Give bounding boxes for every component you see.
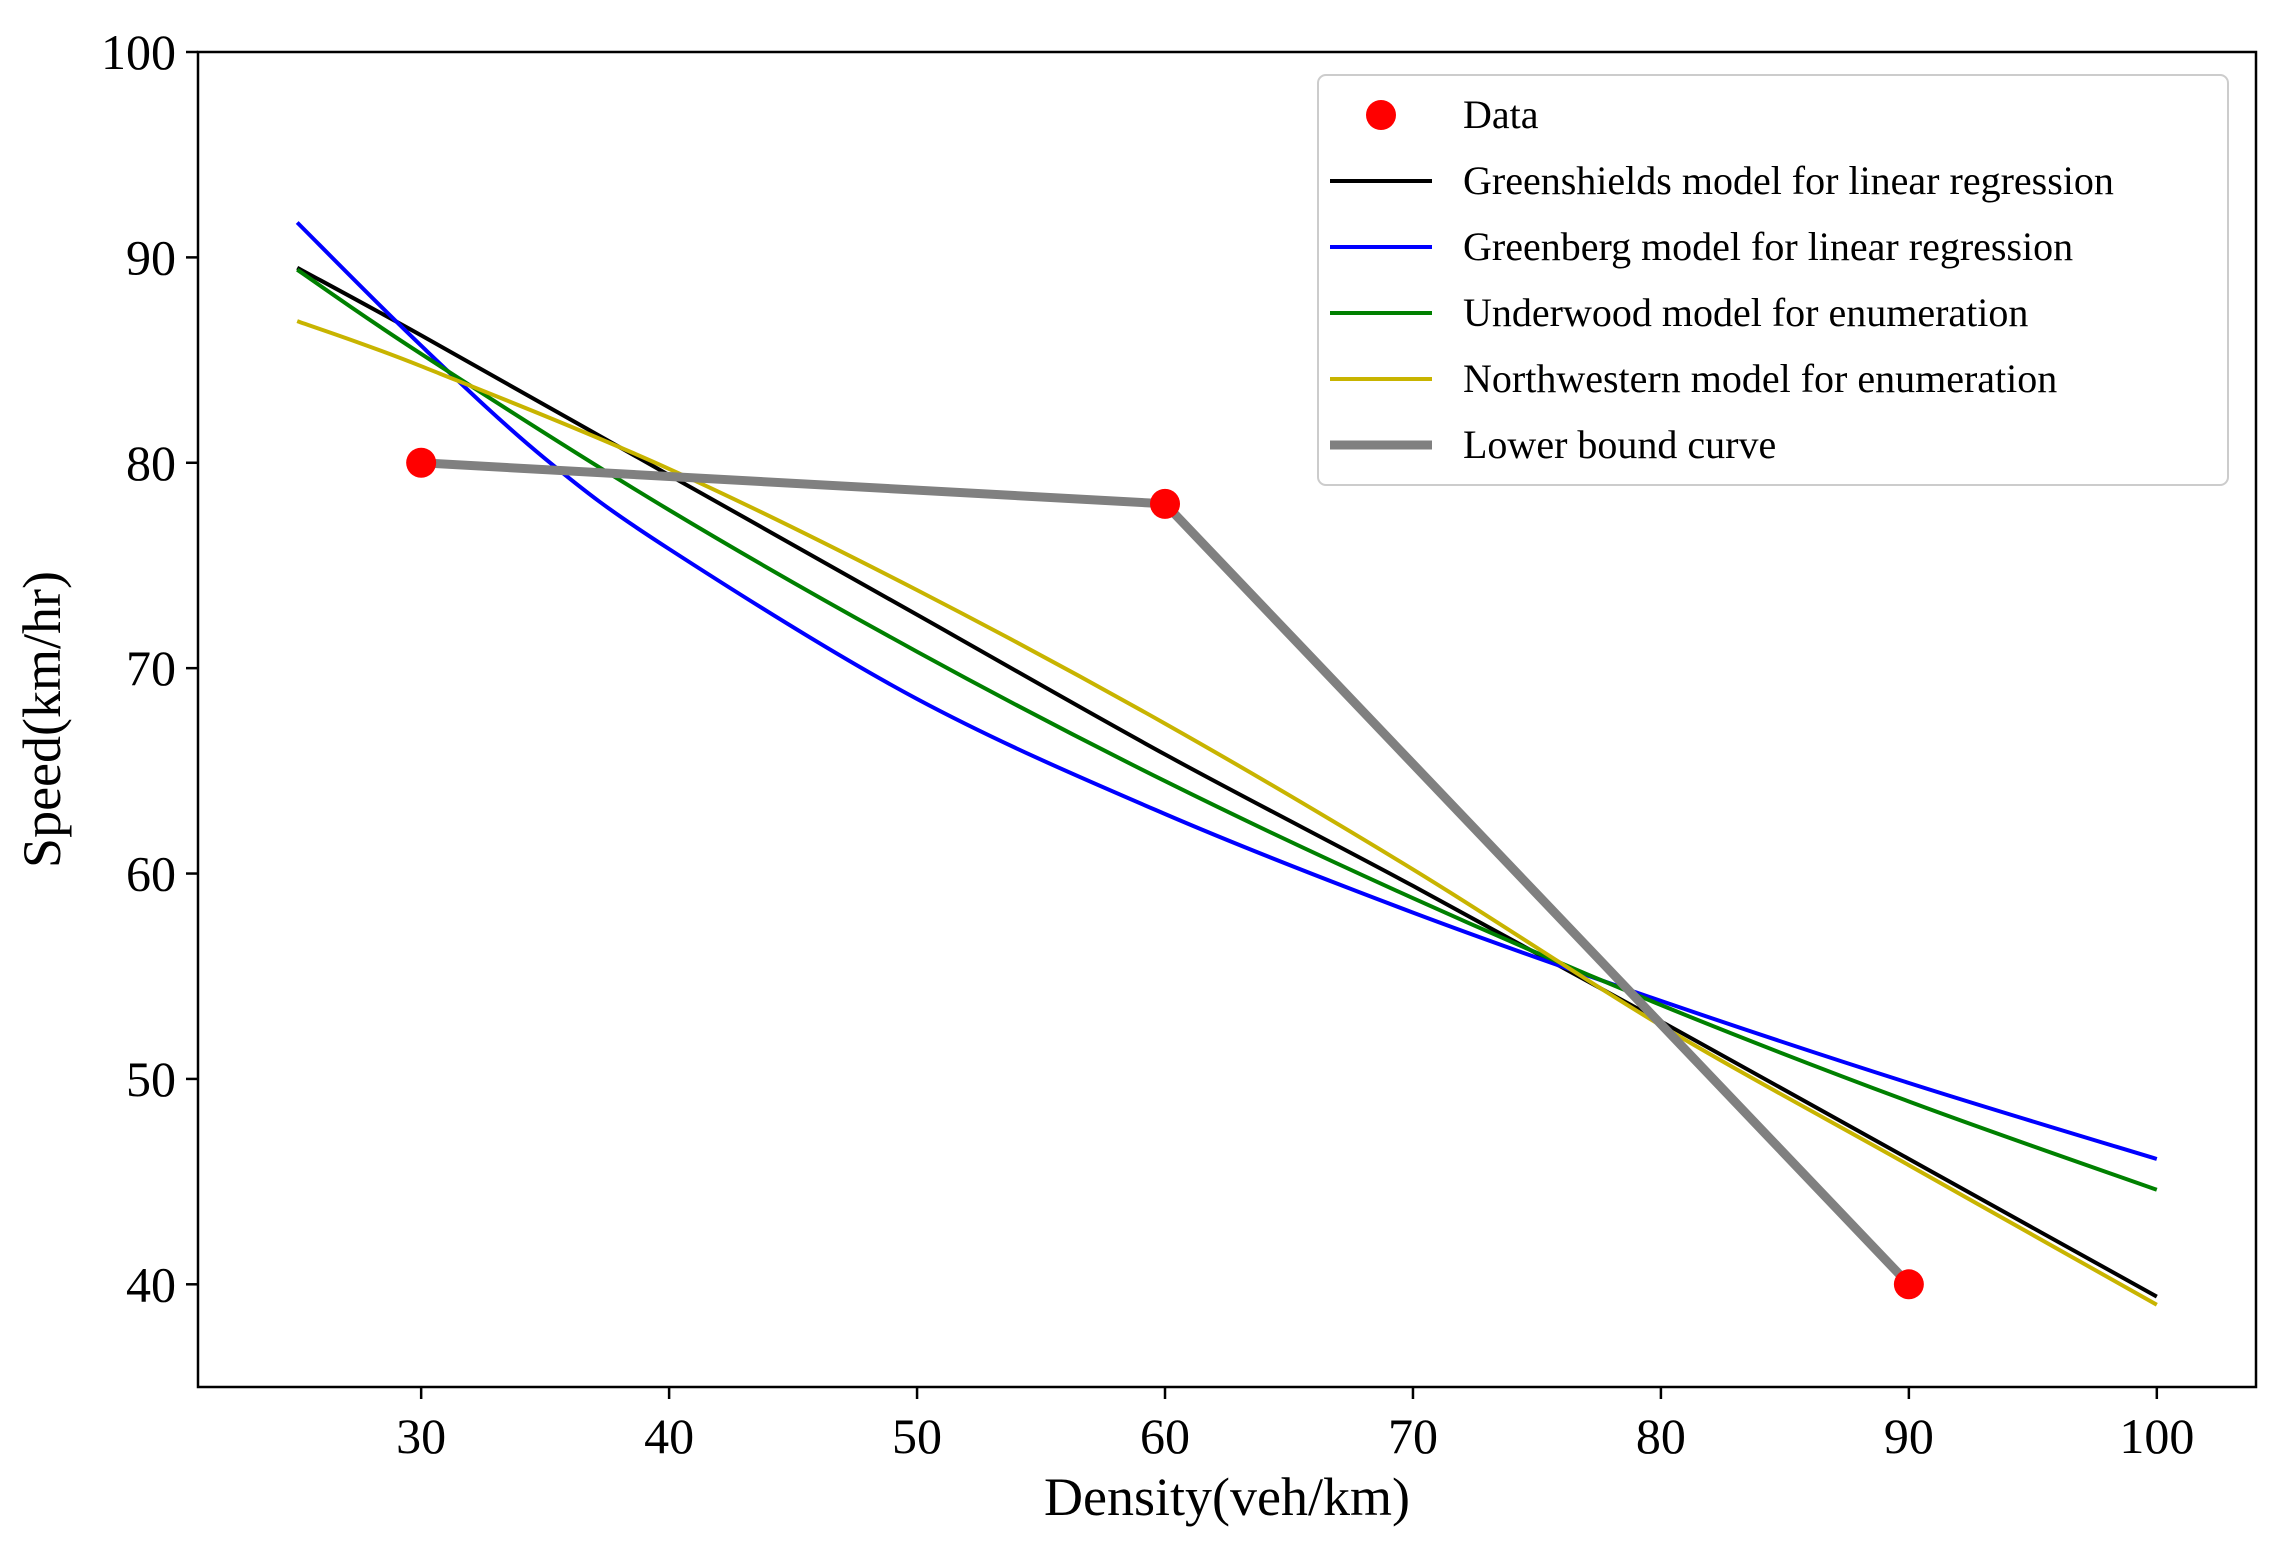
x-tick-label: 50 (892, 1408, 942, 1464)
series-line-northwestern-model-for-enumeration (296, 319, 2158, 1307)
legend-label: Greenshields model for linear regression (1463, 158, 2114, 203)
x-tick-label: 30 (396, 1408, 446, 1464)
y-tick-label: 40 (126, 1256, 176, 1312)
x-tick-label: 90 (1884, 1408, 1934, 1464)
data-point (1150, 488, 1181, 519)
legend-label: Data (1463, 92, 1539, 137)
legend-label: Northwestern model for enumeration (1463, 356, 2057, 401)
y-tick-label: 70 (126, 640, 176, 696)
legend-marker-data (1366, 100, 1396, 130)
y-tick-label: 50 (126, 1051, 176, 1107)
y-tick-label: 60 (126, 846, 176, 902)
axes-frame (196, 50, 2258, 1389)
legend-label: Lower bound curve (1463, 422, 1776, 467)
legend-box (1317, 74, 2229, 486)
data-point (1893, 1269, 1924, 1300)
series-line-lower-bound-curve (416, 458, 1914, 1289)
data-point (406, 447, 437, 478)
axes: 30 40 50 60 70 80 90 100 40 50 60 70 80 90 100 Density(… (12, 24, 2258, 1527)
plot-area (295, 221, 2158, 1307)
series-line-underwood-model-for-enumeration (296, 268, 2158, 1192)
legend-label: Underwood model for enumeration (1463, 290, 2028, 335)
x-tick-label: 100 (2119, 1408, 2194, 1464)
x-tick-label: 70 (1388, 1408, 1438, 1464)
legend: Data Greenshields model for linear regres… (1317, 74, 2229, 486)
legend-label: Greenberg model for linear regression (1463, 224, 2073, 269)
x-tick-label: 40 (644, 1408, 694, 1464)
y-tick-label: 100 (101, 24, 176, 80)
x-axis-label: Density(veh/km) (1044, 1467, 1410, 1527)
y-tick-label: 80 (126, 435, 176, 491)
series-line-greenberg-model-for-linear-regression (295, 221, 2158, 1161)
y-tick-label: 90 (126, 229, 176, 285)
x-tick-label: 80 (1636, 1408, 1686, 1464)
series-line-greenshields-model-for-linear-regression (296, 265, 2158, 1299)
x-tick-label: 60 (1140, 1408, 1190, 1464)
y-axis-label: Speed(km/hr) (12, 571, 72, 868)
